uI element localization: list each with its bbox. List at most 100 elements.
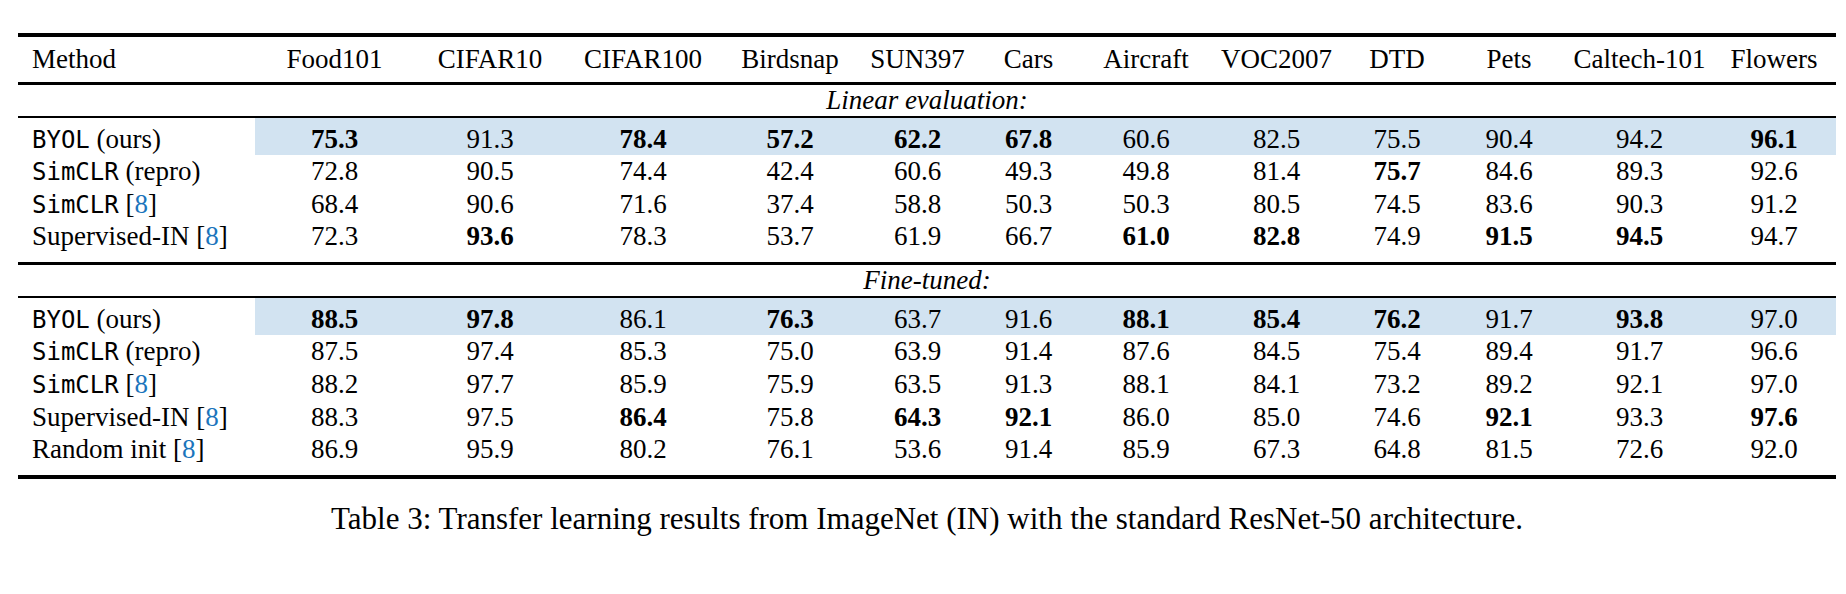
method-text: SimCLR (32, 191, 119, 219)
table-row: BYOL (ours)75.391.378.457.262.267.860.68… (18, 117, 1836, 155)
section-row: Fine-tuned: (18, 263, 1836, 297)
value-cell: 91.5 (1451, 221, 1567, 264)
method-text: Supervised-IN [ (32, 221, 205, 251)
method-text: [ (119, 189, 135, 219)
value-cell: 75.3 (255, 117, 414, 155)
value-cell: 78.3 (566, 221, 720, 264)
value-cell: 61.0 (1082, 221, 1210, 264)
value-cell: 75.0 (720, 335, 860, 368)
method-text: (ours) (90, 304, 161, 334)
value-cell: 93.8 (1567, 297, 1712, 335)
value-cell: 60.6 (1082, 117, 1210, 155)
value-cell: 61.9 (860, 221, 975, 264)
value-cell: 64.3 (860, 401, 975, 434)
value-cell: 96.6 (1712, 335, 1836, 368)
method-text: SimCLR (32, 338, 119, 366)
value-cell: 97.5 (414, 401, 566, 434)
column-header-dtd: DTD (1343, 35, 1451, 83)
value-cell: 57.2 (720, 117, 860, 155)
value-cell: 53.7 (720, 221, 860, 264)
value-cell: 58.8 (860, 188, 975, 221)
value-cell: 75.8 (720, 401, 860, 434)
value-cell: 85.9 (566, 368, 720, 401)
section-label: Fine-tuned: (18, 263, 1836, 297)
value-cell: 73.2 (1343, 368, 1451, 401)
section-row: Linear evaluation: (18, 83, 1836, 117)
value-cell: 91.4 (975, 335, 1082, 368)
value-cell: 92.6 (1712, 155, 1836, 188)
column-header-cars: Cars (975, 35, 1082, 83)
method-text: ] (148, 189, 157, 219)
value-cell: 91.7 (1567, 335, 1712, 368)
method-text: ] (196, 434, 205, 464)
value-cell: 93.6 (414, 221, 566, 264)
value-cell: 49.3 (975, 155, 1082, 188)
value-cell: 91.3 (414, 117, 566, 155)
value-cell: 97.0 (1712, 368, 1836, 401)
value-cell: 75.9 (720, 368, 860, 401)
value-cell: 97.8 (414, 297, 566, 335)
citation-link[interactable]: 8 (205, 221, 219, 251)
value-cell: 53.6 (860, 434, 975, 477)
method-cell: Supervised-IN [8] (18, 221, 255, 264)
citation-link[interactable]: 8 (134, 369, 148, 399)
method-text: (ours) (90, 124, 161, 154)
table-row: SimCLR [8]68.490.671.637.458.850.350.380… (18, 188, 1836, 221)
method-text: SimCLR (32, 158, 119, 186)
column-header-pets: Pets (1451, 35, 1567, 83)
value-cell: 62.2 (860, 117, 975, 155)
paper-page: MethodFood101CIFAR10CIFAR100BirdsnapSUN3… (0, 0, 1846, 594)
value-cell: 92.1 (975, 401, 1082, 434)
value-cell: 66.7 (975, 221, 1082, 264)
value-cell: 78.4 (566, 117, 720, 155)
value-cell: 74.9 (1343, 221, 1451, 264)
column-header-sun397: SUN397 (860, 35, 975, 83)
method-cell: SimCLR [8] (18, 368, 255, 401)
value-cell: 93.3 (1567, 401, 1712, 434)
value-cell: 89.3 (1567, 155, 1712, 188)
method-text: Supervised-IN [ (32, 402, 205, 432)
value-cell: 80.5 (1210, 188, 1343, 221)
value-cell: 74.4 (566, 155, 720, 188)
citation-link[interactable]: 8 (205, 402, 219, 432)
value-cell: 92.0 (1712, 434, 1836, 477)
method-text: BYOL (32, 126, 90, 154)
value-cell: 89.2 (1451, 368, 1567, 401)
column-header-method: Method (18, 35, 255, 83)
method-cell: BYOL (ours) (18, 297, 255, 335)
method-text: ] (219, 402, 228, 432)
value-cell: 72.3 (255, 221, 414, 264)
value-cell: 84.5 (1210, 335, 1343, 368)
method-cell: BYOL (ours) (18, 117, 255, 155)
citation-link[interactable]: 8 (182, 434, 196, 464)
method-cell: Supervised-IN [8] (18, 401, 255, 434)
value-cell: 88.3 (255, 401, 414, 434)
value-cell: 86.0 (1082, 401, 1210, 434)
value-cell: 84.6 (1451, 155, 1567, 188)
value-cell: 85.0 (1210, 401, 1343, 434)
column-header-aircraft: Aircraft (1082, 35, 1210, 83)
value-cell: 92.1 (1567, 368, 1712, 401)
header-row: MethodFood101CIFAR10CIFAR100BirdsnapSUN3… (18, 35, 1836, 83)
method-cell: SimCLR (repro) (18, 335, 255, 368)
value-cell: 87.6 (1082, 335, 1210, 368)
value-cell: 85.4 (1210, 297, 1343, 335)
citation-link[interactable]: 8 (134, 189, 148, 219)
value-cell: 60.6 (860, 155, 975, 188)
value-cell: 91.4 (975, 434, 1082, 477)
value-cell: 86.9 (255, 434, 414, 477)
value-cell: 74.5 (1343, 188, 1451, 221)
value-cell: 76.3 (720, 297, 860, 335)
value-cell: 90.5 (414, 155, 566, 188)
value-cell: 50.3 (975, 188, 1082, 221)
column-header-birdsnap: Birdsnap (720, 35, 860, 83)
value-cell: 84.1 (1210, 368, 1343, 401)
value-cell: 82.5 (1210, 117, 1343, 155)
table-body: Linear evaluation:BYOL (ours)75.391.378.… (18, 83, 1836, 477)
value-cell: 64.8 (1343, 434, 1451, 477)
method-cell: Random init [8] (18, 434, 255, 477)
value-cell: 82.8 (1210, 221, 1343, 264)
table-row: Supervised-IN [8]88.397.586.475.864.392.… (18, 401, 1836, 434)
value-cell: 91.3 (975, 368, 1082, 401)
value-cell: 91.6 (975, 297, 1082, 335)
